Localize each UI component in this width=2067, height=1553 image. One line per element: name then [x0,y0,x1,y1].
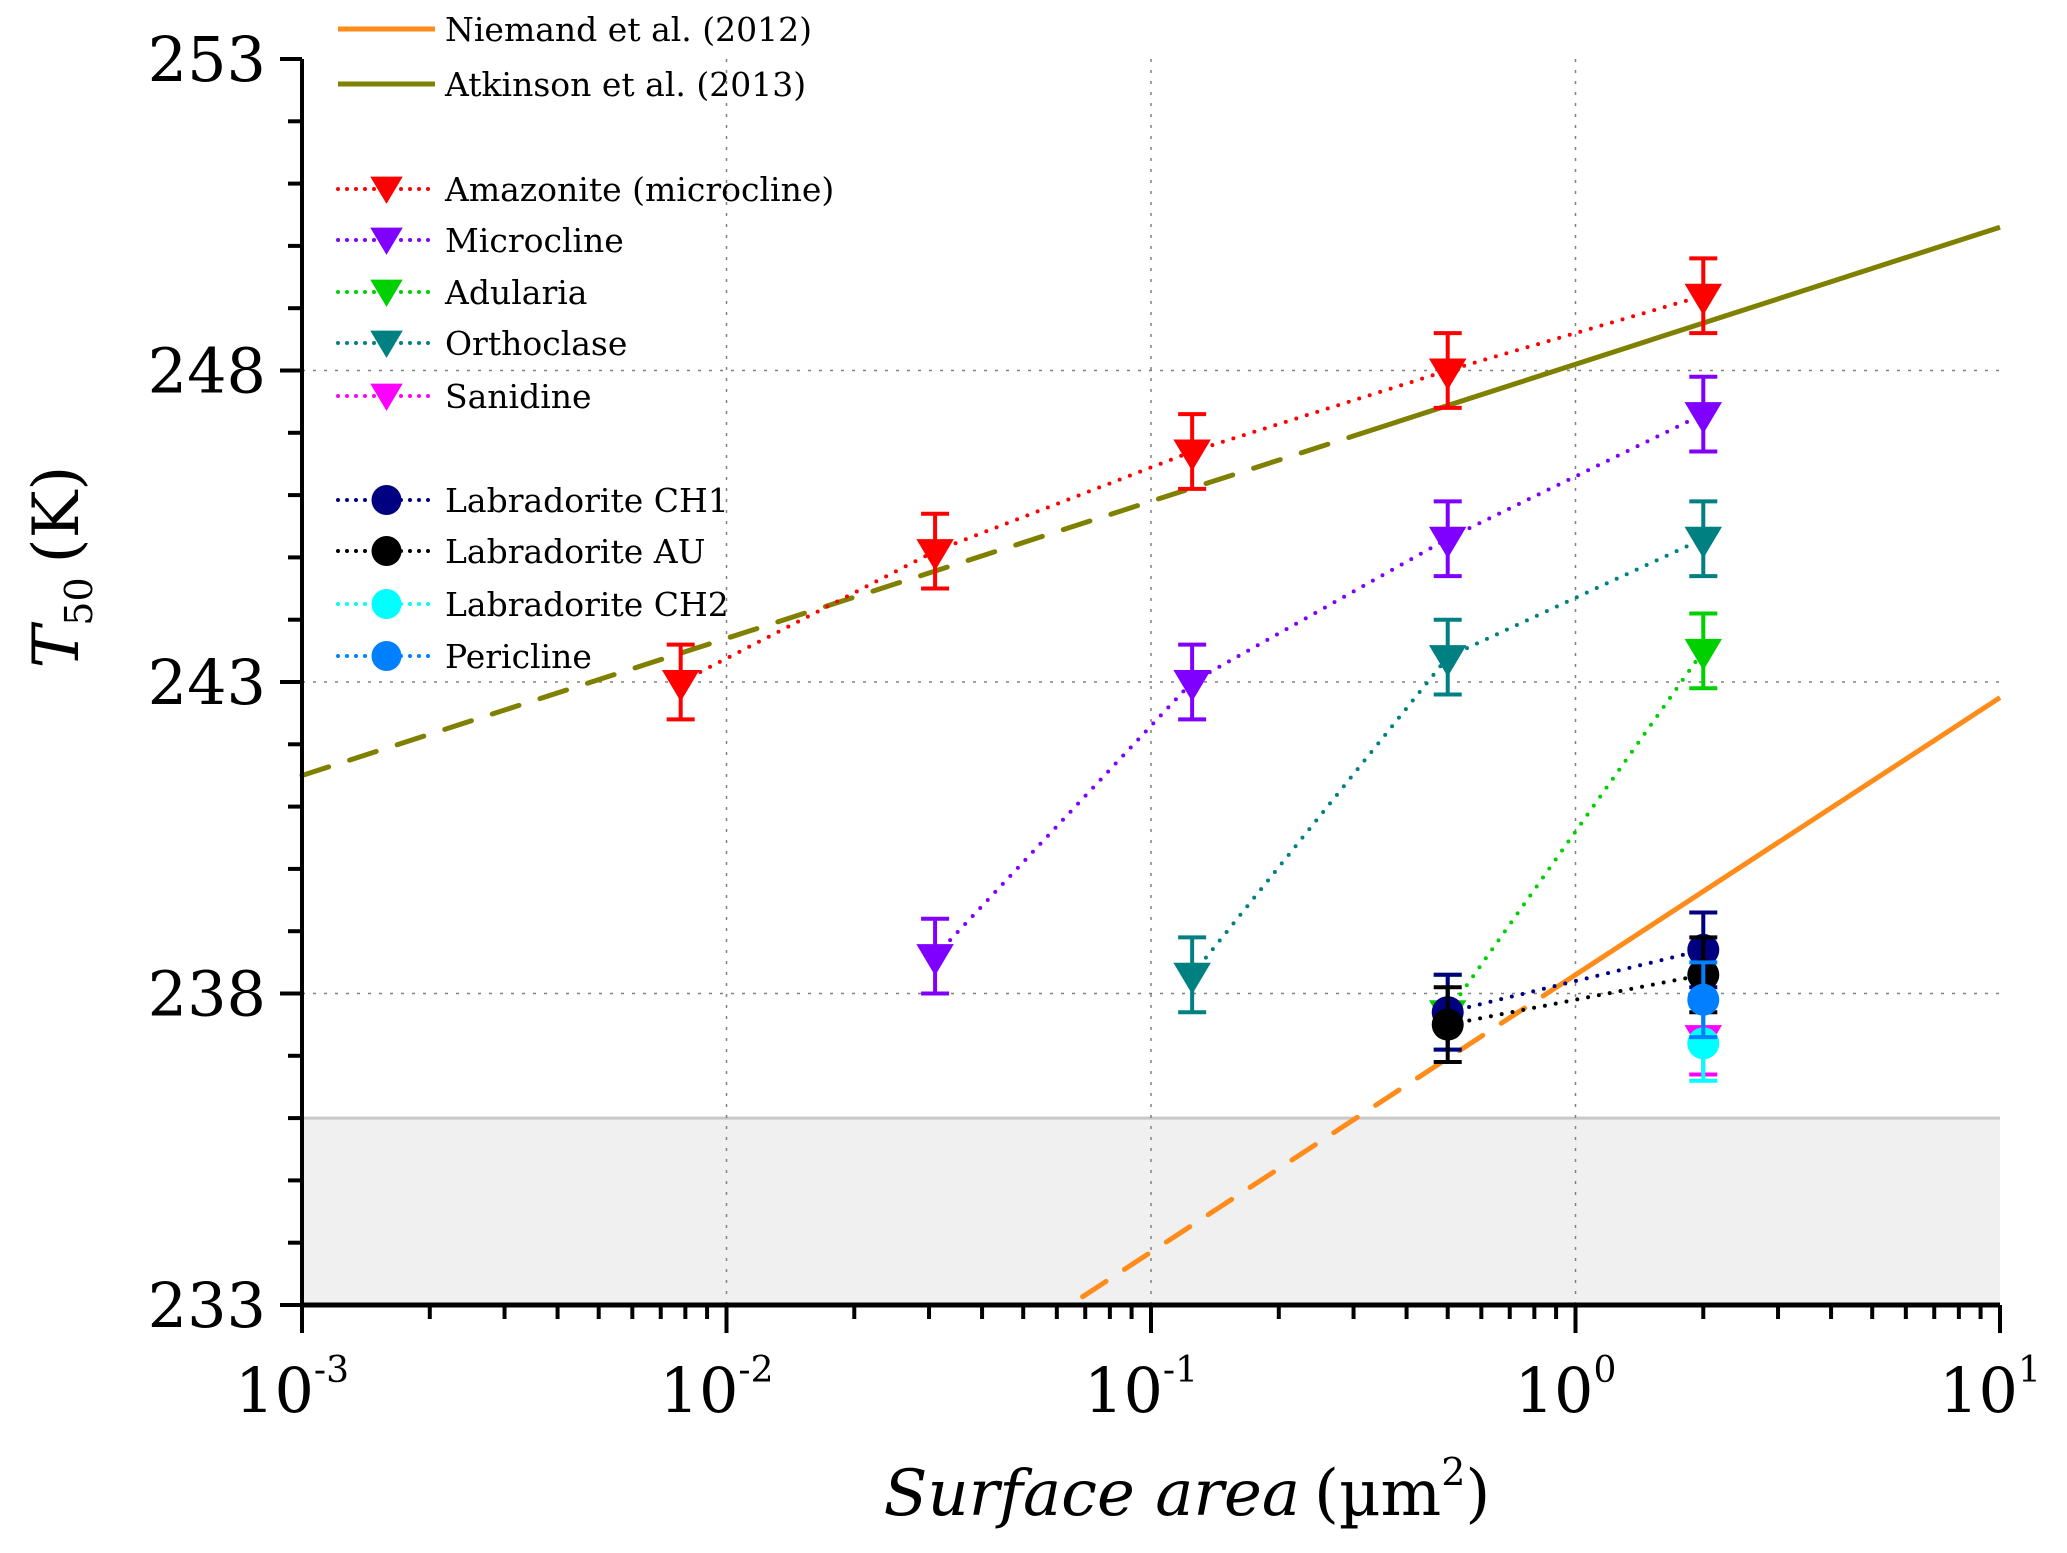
y-axis-title-main: T [20,621,94,668]
y-tick-label: 238 [148,958,266,1031]
y-tick-label: 233 [148,1269,266,1342]
shaded-region [302,1116,2000,1305]
data-point [1687,983,1720,1016]
data-point [1428,645,1467,677]
series-connector [1445,947,1706,1015]
data-point [1173,439,1211,471]
x-tick-label: 101 [1939,1350,2041,1427]
data-point [661,670,700,702]
x-tick-label: 10-1 [1084,1350,1198,1427]
legend-label: Microcline [445,221,624,260]
data-point [1173,670,1211,702]
data-point [916,539,954,571]
data-point [1684,283,1723,316]
x-axis-title: Surface area (µm2) [884,1450,1491,1531]
series-connector [933,412,1706,959]
data-series [661,256,1723,1083]
legend-marker [370,330,403,358]
data-point [1684,526,1723,559]
legend-marker [371,485,402,515]
parameterization-lines [299,224,2002,1300]
x-tick-label: 10-3 [235,1350,349,1427]
y-axis-title-sub: 50 [57,577,101,625]
legend-label: Atkinson et al. (2013) [444,65,806,104]
y-axis-title-unit: (K) [20,466,94,564]
series-amazonite-microcline- [661,256,1723,722]
y-tick-label: 243 [148,646,266,719]
legend-label: Labradorite CH2 [445,585,729,624]
legend-marker [370,383,403,411]
data-point [1173,962,1211,995]
shaded-region-fill [302,1118,2000,1305]
x-axis-title-unit-close: ) [1465,1457,1490,1531]
data-point [1684,402,1723,434]
param-line-0-dashed [1080,993,1546,1300]
series-connector [1190,536,1706,977]
legend-marker [370,176,403,204]
legend-label: Labradorite AU [445,532,705,571]
legend-marker [370,227,403,255]
data-point [1684,638,1723,671]
legend-label: Amazonite (microcline) [444,170,834,209]
legend: Niemand et al. (2012) Atkinson et al. (20… [336,10,834,676]
y-tick-label: 253 [148,23,266,96]
legend-marker [371,589,402,619]
legend-label: Niemand et al. (2012) [445,10,812,49]
axes [280,57,2002,1333]
series-orthoclase [1173,499,1723,1015]
legend-label: Labradorite CH1 [445,481,729,520]
param-line-1-solid [1364,224,2001,435]
legend-label: Sanidine [445,377,592,416]
legend-label: Pericline [445,637,592,676]
series-connector [1445,648,1706,1015]
legend-label: Adularia [444,273,587,312]
x-axis-title-unit-sup: 2 [1441,1450,1465,1494]
legend-marker [371,641,402,671]
legend-label: Orthoclase [445,324,627,363]
legend-marker [371,536,402,566]
series-pericline [1687,960,1720,1040]
data-point [1428,526,1467,559]
x-axis-title-unit: (µm [1314,1457,1441,1531]
tick-labels: 253 248 243 238 233 10-3 10-2 10-1 100 101 [148,23,2041,1427]
y-axis-title: T50 (K) [20,466,101,669]
data-point [916,944,954,976]
data-point [1428,358,1467,390]
param-line-1-dashed [299,429,1368,778]
legend-marker [370,279,403,307]
param-line-0-solid [1541,695,2002,998]
series-microcline [916,374,1723,996]
y-tick-label: 248 [148,335,266,408]
x-axis-title-main: Surface area [884,1457,1300,1531]
data-point [1431,1008,1464,1041]
x-tick-label: 100 [1515,1350,1617,1427]
x-tick-label: 10-2 [660,1350,774,1427]
gridlines [302,59,2000,1305]
series-connector [1445,972,1706,1027]
